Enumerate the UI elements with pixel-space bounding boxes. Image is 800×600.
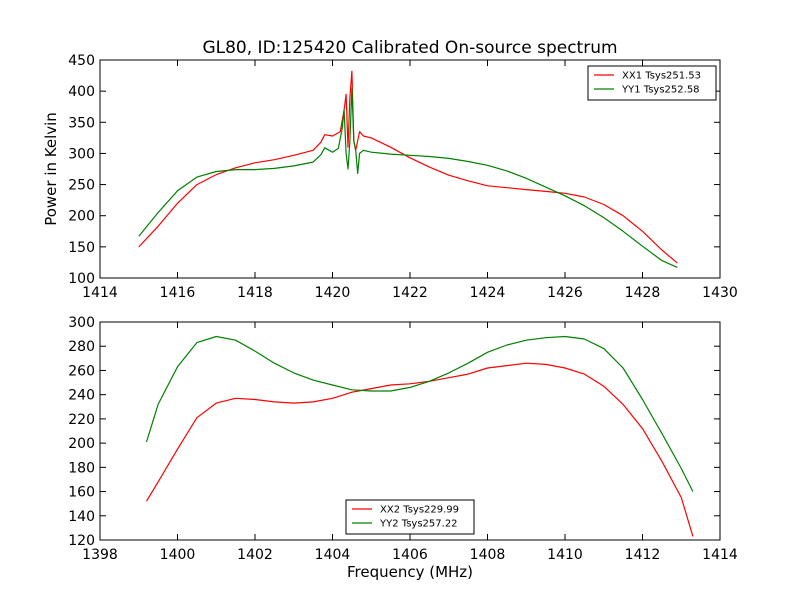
series-lines [145, 335, 694, 537]
x-tick-label: 1428 [625, 285, 661, 301]
x-tick-label: 1426 [547, 285, 583, 301]
legend: XX1 Tsys251.53 YY1 Tsys252.58 [587, 65, 717, 101]
y-tick-label: 120 [68, 533, 95, 549]
y-tick-label: 300 [68, 146, 95, 162]
x-tick-label: 1424 [470, 285, 506, 301]
top-panel: 1414 1416 1418 1420 1422 1424 1426 1428 1430 100 1… [68, 53, 738, 301]
x-tick-label: 1430 [702, 285, 738, 301]
y-tick-label: 350 [68, 115, 95, 131]
y-tick-label: 100 [68, 271, 95, 287]
y-tick-label: 200 [68, 209, 95, 225]
x-tick-label: 1402 [237, 547, 273, 563]
x-tick-label: 1408 [470, 547, 506, 563]
y-tick-label: 250 [68, 178, 95, 194]
figure-title: GL80, ID:125420 Calibrated On-source spe… [202, 38, 617, 58]
y-tick-label: 260 [68, 363, 95, 379]
y-tick-label: 200 [68, 436, 95, 452]
x-tick-label: 1420 [315, 285, 351, 301]
series-line-xx [145, 362, 694, 537]
x-axis-label: Frequency (MHz) [347, 563, 473, 581]
x-tick-label: 1400 [160, 547, 196, 563]
legend-label: YY2 Tsys257.22 [379, 519, 458, 530]
series-lines [138, 70, 678, 268]
x-tick-label: 1398 [82, 547, 118, 563]
legend: XX2 Tsys229.99 YY2 Tsys257.22 [345, 499, 475, 535]
y-tick-label: 450 [68, 53, 95, 69]
x-tick-label: 1404 [315, 547, 351, 563]
y-tick-label: 400 [68, 84, 95, 100]
bottom-panel: 1398 1400 1402 1404 1406 1408 1410 1412 1414 120 1… [68, 315, 738, 563]
y-tick-label: 160 [68, 485, 95, 501]
y-tick-label: 140 [68, 509, 95, 525]
y-tick-label: 300 [68, 315, 95, 331]
series-line-yy [145, 335, 694, 492]
y-tick-label: 180 [68, 460, 95, 476]
x-tick-label: 1422 [392, 285, 428, 301]
legend-box [345, 499, 475, 535]
legend-label: YY1 Tsys252.58 [621, 85, 700, 96]
y-tick-label: 280 [68, 339, 95, 355]
x-tick-label: 1414 [82, 285, 118, 301]
y-tick-label: 240 [68, 388, 95, 404]
x-tick-label: 1410 [547, 547, 583, 563]
x-tick-label: 1406 [392, 547, 428, 563]
x-tick-label: 1418 [237, 285, 273, 301]
legend-box [587, 65, 717, 101]
legend-label: XX2 Tsys229.99 [380, 505, 459, 516]
series-line-yy [138, 87, 678, 268]
y-axis-label: Power in Kelvin [42, 112, 60, 226]
y-tick-label: 220 [68, 412, 95, 428]
y-tick-label: 150 [68, 240, 95, 256]
x-tick-label: 1412 [625, 547, 661, 563]
legend-label: XX1 Tsys251.53 [622, 71, 701, 82]
x-tick-label: 1416 [160, 285, 196, 301]
x-tick-label: 1414 [702, 547, 738, 563]
